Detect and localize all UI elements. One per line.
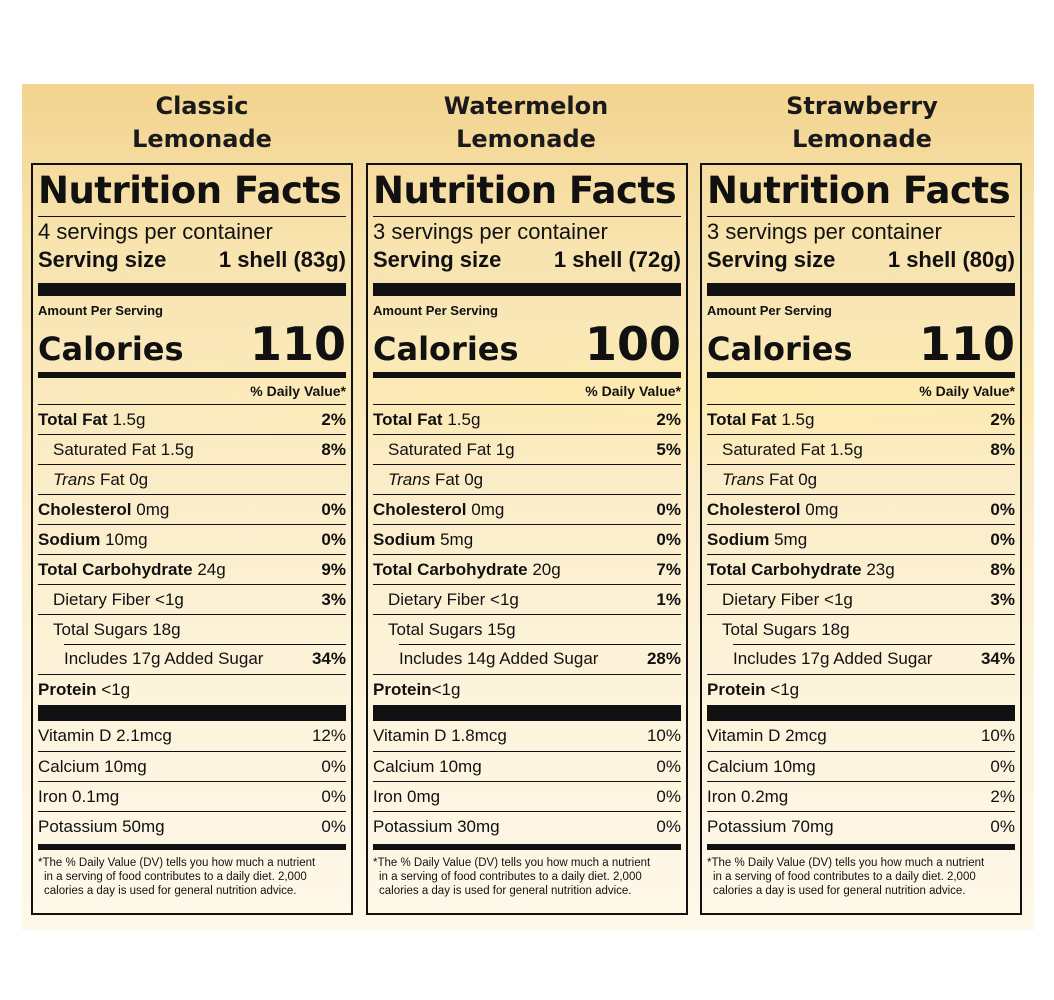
dietary-fiber-row: Dietary Fiber <1g 3% xyxy=(38,584,346,614)
added-sugar-row: Includes 17g Added Sugar 34% xyxy=(707,644,1015,674)
protein-row: Protein <1g xyxy=(707,674,1015,704)
divider-medium xyxy=(373,372,681,378)
divider-thick xyxy=(373,283,681,296)
vitamin-row: Vitamin D 2.1mcg 12% xyxy=(38,726,346,745)
divider-thick xyxy=(38,283,346,296)
nutrition-panel-strawberry: Nutrition Facts 3 servings per container… xyxy=(700,163,1022,915)
product-heading-strawberry: Strawberry Lemonade xyxy=(786,92,938,153)
divider-footnote xyxy=(373,844,681,850)
daily-value-header: % Daily Value* xyxy=(250,383,346,399)
total-carbohydrate-row: Total Carbohydrate 24g 9% xyxy=(38,554,346,584)
sodium-row: Sodium 5mg 0% xyxy=(373,524,681,554)
divider-medium xyxy=(707,372,1015,378)
divider-vitamins xyxy=(707,705,1015,721)
saturated-fat-row: Saturated Fat 1.5g 8% xyxy=(38,434,346,464)
vitamin-row: Calcium 10mg 0% xyxy=(707,751,1015,781)
servings-per-container: 3 servings per container xyxy=(707,219,942,244)
divider-thick xyxy=(707,283,1015,296)
serving-size-row: Serving size 1 shell (80g) xyxy=(707,246,1015,274)
trans-fat-row: Trans Fat 0g xyxy=(707,464,1015,494)
daily-value-header: % Daily Value* xyxy=(585,383,681,399)
calories-value: 110 xyxy=(918,317,1015,371)
total-sugars-row: Total Sugars 18g xyxy=(38,614,346,644)
total-fat-row: Total Fat 1.5g 2% xyxy=(707,404,1015,434)
calories-label: Calories xyxy=(38,330,184,368)
added-sugar-row: Includes 14g Added Sugar 28% xyxy=(373,644,681,674)
serving-size-label: Serving size xyxy=(707,247,836,272)
calories-label: Calories xyxy=(707,330,853,368)
cholesterol-row: Cholesterol 0mg 0% xyxy=(373,494,681,524)
calories-row: Calories 110 xyxy=(38,319,346,367)
sodium-row: Sodium 5mg 0% xyxy=(707,524,1015,554)
vitamin-row: Iron 0mg 0% xyxy=(373,781,681,811)
nutrition-panel-classic: Nutrition Facts 4 servings per container… xyxy=(31,163,353,915)
product-heading-watermelon: Watermelon Lemonade xyxy=(443,92,609,153)
nutrition-facts-title: Nutrition Facts xyxy=(707,169,1011,212)
total-carbohydrate-row: Total Carbohydrate 23g 8% xyxy=(707,554,1015,584)
serving-size-value: 1 shell (72g) xyxy=(553,247,681,272)
total-sugars-row: Total Sugars 18g xyxy=(707,614,1015,644)
vitamin-row: Calcium 10mg 0% xyxy=(38,751,346,781)
nutrition-panel-watermelon: Nutrition Facts 3 servings per container… xyxy=(366,163,688,915)
servings-per-container: 3 servings per container xyxy=(373,219,608,244)
saturated-fat-row: Saturated Fat 1.5g 8% xyxy=(707,434,1015,464)
serving-size-value: 1 shell (80g) xyxy=(887,247,1015,272)
cholesterol-row: Cholesterol 0mg 0% xyxy=(707,494,1015,524)
calories-value: 100 xyxy=(584,317,681,371)
dietary-fiber-row: Dietary Fiber <1g 1% xyxy=(373,584,681,614)
dietary-fiber-row: Dietary Fiber <1g 3% xyxy=(707,584,1015,614)
vitamin-row: Iron 0.2mg 2% xyxy=(707,781,1015,811)
vitamin-row: Iron 0.1mg 0% xyxy=(38,781,346,811)
cholesterol-row: Cholesterol 0mg 0% xyxy=(38,494,346,524)
added-sugar-row: Includes 17g Added Sugar 34% xyxy=(38,644,346,674)
nutrition-facts-title: Nutrition Facts xyxy=(38,169,342,212)
trans-fat-row: Trans Fat 0g xyxy=(373,464,681,494)
background-banner xyxy=(22,84,1034,930)
calories-label: Calories xyxy=(373,330,519,368)
total-carbohydrate-row: Total Carbohydrate 20g 7% xyxy=(373,554,681,584)
calories-value: 110 xyxy=(249,317,346,371)
vitamin-row: Potassium 50mg 0% xyxy=(38,811,346,841)
protein-row: Protein <1g xyxy=(38,674,346,704)
saturated-fat-row: Saturated Fat 1g 5% xyxy=(373,434,681,464)
divider-vitamins xyxy=(373,705,681,721)
serving-size-row: Serving size 1 shell (72g) xyxy=(373,246,681,274)
serving-size-value: 1 shell (83g) xyxy=(218,247,346,272)
trans-fat-row: Trans Fat 0g xyxy=(38,464,346,494)
amount-per-serving: Amount Per Serving xyxy=(38,303,163,318)
protein-row: Protein<1g xyxy=(373,674,681,704)
divider-medium xyxy=(38,372,346,378)
footnote: *The % Daily Value (DV) tells you how mu… xyxy=(373,857,651,897)
serving-size-label: Serving size xyxy=(373,247,502,272)
servings-per-container: 4 servings per container xyxy=(38,219,273,244)
vitamin-row: Vitamin D 2mcg 10% xyxy=(707,726,1015,745)
amount-per-serving: Amount Per Serving xyxy=(373,303,498,318)
total-sugars-row: Total Sugars 15g xyxy=(373,614,681,644)
product-heading-classic: Classic Lemonade xyxy=(132,92,272,153)
serving-size-row: Serving size 1 shell (83g) xyxy=(38,246,346,274)
total-fat-row: Total Fat 1.5g 2% xyxy=(373,404,681,434)
sodium-row: Sodium 10mg 0% xyxy=(38,524,346,554)
footnote: *The % Daily Value (DV) tells you how mu… xyxy=(38,857,316,897)
amount-per-serving: Amount Per Serving xyxy=(707,303,832,318)
vitamin-row: Calcium 10mg 0% xyxy=(373,751,681,781)
divider-footnote xyxy=(707,844,1015,850)
footnote: *The % Daily Value (DV) tells you how mu… xyxy=(707,857,985,897)
divider-footnote xyxy=(38,844,346,850)
total-fat-row: Total Fat 1.5g 2% xyxy=(38,404,346,434)
nutrition-facts-title: Nutrition Facts xyxy=(373,169,677,212)
daily-value-header: % Daily Value* xyxy=(919,383,1015,399)
serving-size-label: Serving size xyxy=(38,247,167,272)
calories-row: Calories 110 xyxy=(707,319,1015,367)
vitamin-row: Potassium 70mg 0% xyxy=(707,811,1015,841)
divider-vitamins xyxy=(38,705,346,721)
vitamin-row: Vitamin D 1.8mcg 10% xyxy=(373,726,681,745)
vitamin-row: Potassium 30mg 0% xyxy=(373,811,681,841)
calories-row: Calories 100 xyxy=(373,319,681,367)
